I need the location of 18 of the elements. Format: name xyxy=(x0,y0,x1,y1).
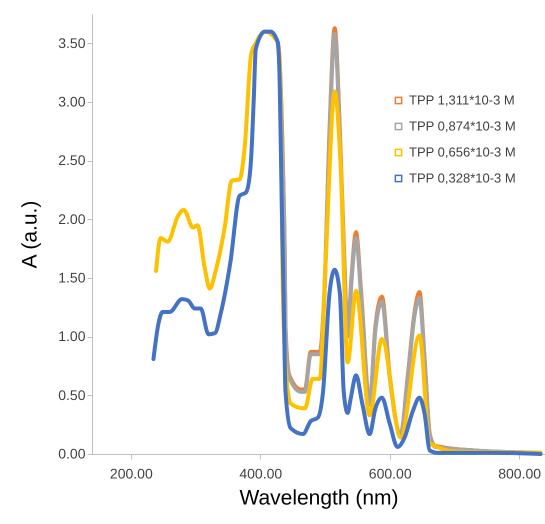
x-tick-label: 400.00 xyxy=(239,466,282,482)
x-tick-label: 600.00 xyxy=(368,466,412,482)
y-axis-title: A (a.u.) xyxy=(18,200,42,268)
y-tick-label: 3.50 xyxy=(58,34,86,51)
y-tick-label: 2.00 xyxy=(58,210,86,227)
x-tick-label: 800.00 xyxy=(498,466,542,482)
y-tick-label: 3.00 xyxy=(58,94,86,110)
y-tick-label: 0.00 xyxy=(58,446,86,462)
y-tick-label: 1.00 xyxy=(58,328,86,344)
legend-label: TPP 0,874*10-3 M xyxy=(409,118,516,134)
legend-label: TPP 0,328*10-3 M xyxy=(409,170,516,186)
legend-label: TPP 0,656*10-3 M xyxy=(409,144,516,160)
legend-label: TPP 1,311*10-3 M xyxy=(409,92,515,108)
y-tick-label: 1.50 xyxy=(58,270,86,286)
y-tick-label: 2.50 xyxy=(58,152,86,168)
x-tick-label: 200.00 xyxy=(110,466,153,482)
y-tick-label: 0.50 xyxy=(58,386,86,403)
x-axis-title: Wavelength (nm) xyxy=(239,486,399,510)
